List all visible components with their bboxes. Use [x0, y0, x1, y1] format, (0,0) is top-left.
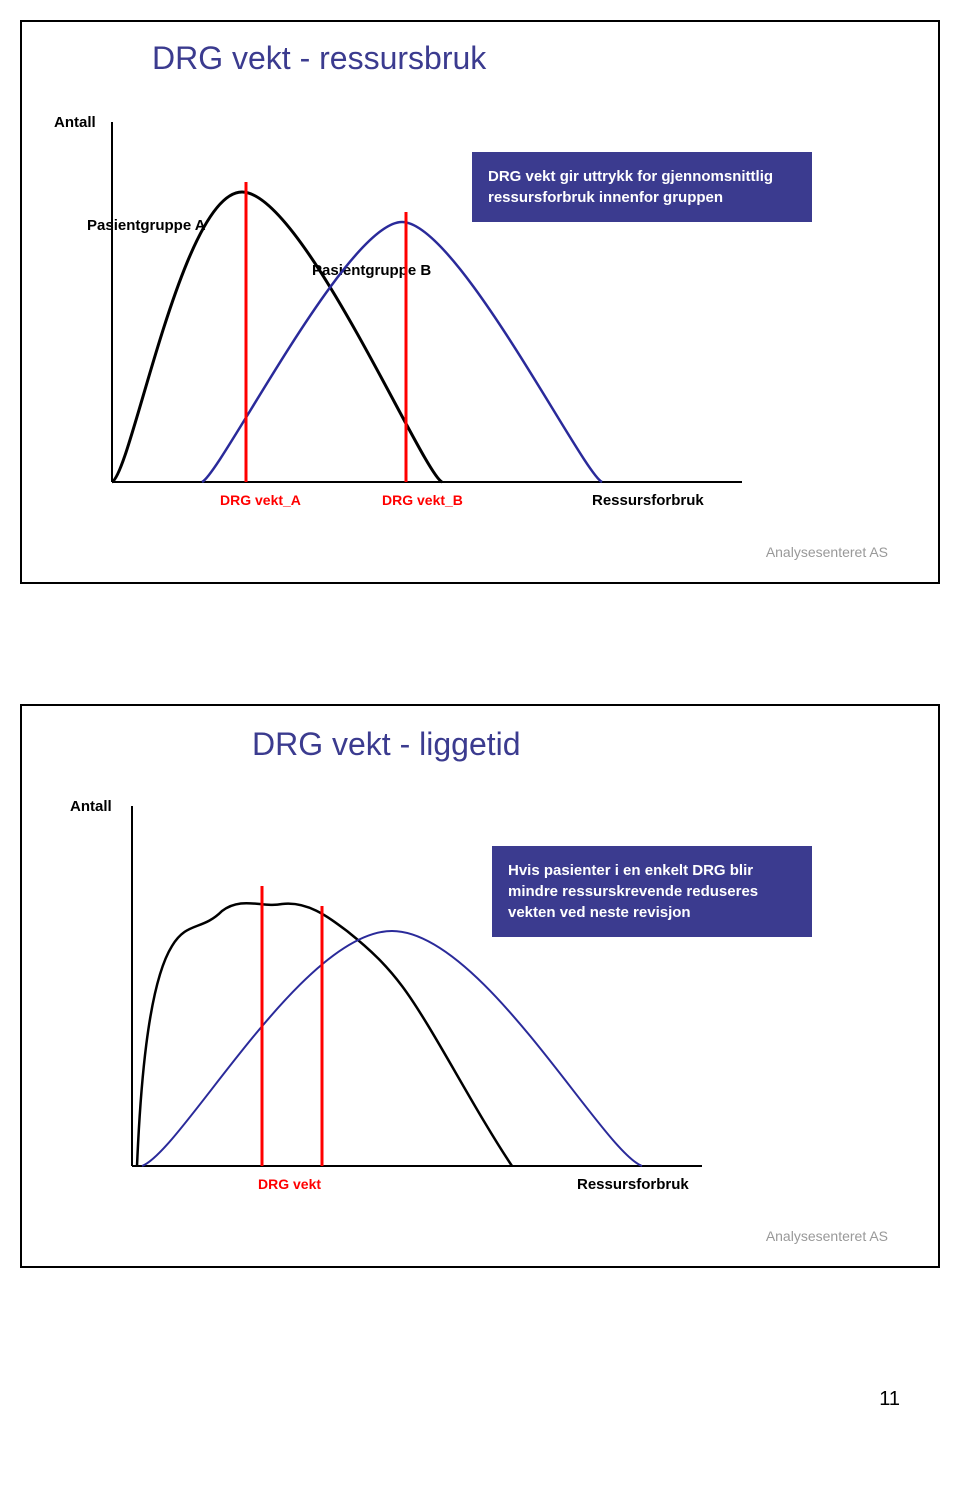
slide-2-x-axis-label: Ressursforbruk: [577, 1176, 689, 1193]
slide-1-chart-svg: [22, 22, 942, 582]
slide-1-marker-a-label: DRG vekt_A: [220, 492, 301, 508]
slide-2-attribution: Analysesenteret AS: [766, 1228, 888, 1244]
slide-2-marker-label: DRG vekt: [258, 1176, 321, 1192]
slide-1-x-axis-label: Ressursforbruk: [592, 492, 704, 509]
slide-2: DRG vekt - liggetid Antall Hvis pasiente…: [20, 704, 940, 1268]
page-number: 11: [20, 1388, 940, 1411]
slide-2-chart-svg: [22, 706, 942, 1266]
slide-1-attribution: Analysesenteret AS: [766, 544, 888, 560]
slide-1: DRG vekt - ressursbruk Antall Pasientgru…: [20, 20, 940, 584]
slide-1-marker-b-label: DRG vekt_B: [382, 492, 463, 508]
